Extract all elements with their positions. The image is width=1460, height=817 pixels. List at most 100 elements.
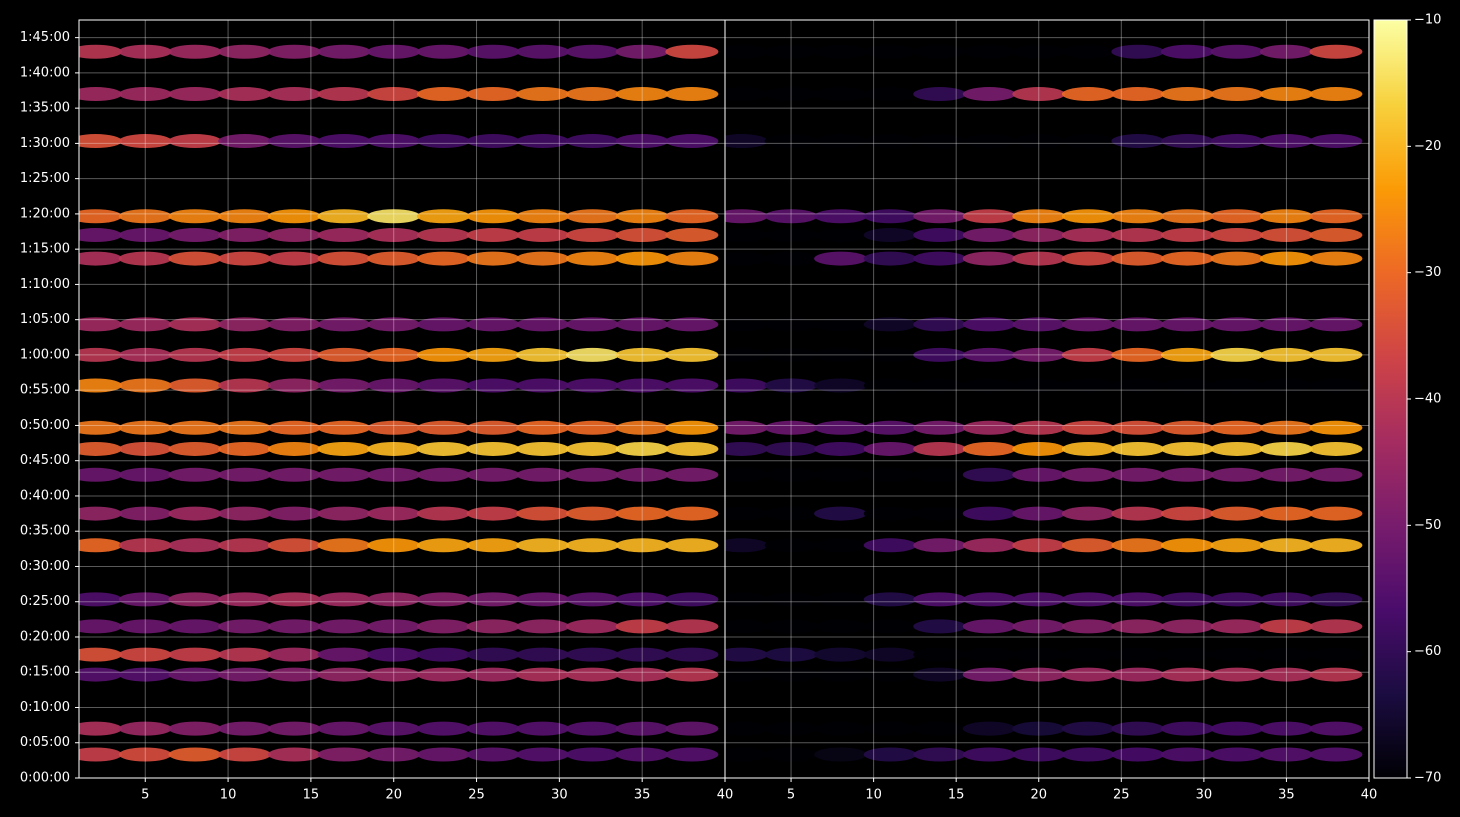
colorbar [1373, 19, 1408, 779]
cell [168, 209, 222, 224]
cell [1061, 251, 1115, 266]
cell [615, 87, 669, 102]
cell [814, 209, 868, 224]
cell [218, 44, 272, 59]
cell [1260, 134, 1313, 149]
cell [168, 251, 222, 266]
cell [267, 209, 321, 224]
cell [615, 667, 669, 682]
x-tick-label: 40 [1361, 788, 1378, 803]
cell [1210, 747, 1264, 762]
y-tick-label: 1:05:00 [20, 312, 70, 327]
cell [218, 506, 272, 521]
cell [665, 667, 719, 682]
cell [168, 667, 222, 682]
cell [1260, 467, 1313, 482]
y-tick-label: 0:50:00 [20, 418, 70, 433]
cell [1260, 441, 1313, 456]
cell [863, 592, 917, 607]
colorbar-tick-label: −70 [1414, 771, 1441, 786]
cell [118, 467, 172, 482]
cell [725, 619, 768, 634]
cell [267, 378, 321, 393]
cell [615, 619, 669, 634]
cell [665, 209, 719, 224]
y-tick-label: 0:30:00 [20, 559, 70, 574]
x-tick-label: 10 [220, 788, 237, 803]
cell [863, 747, 917, 762]
cell [516, 420, 570, 435]
cell [317, 251, 371, 266]
cell [1210, 619, 1264, 634]
cell [962, 592, 1016, 607]
cell [1012, 592, 1066, 607]
cell [218, 667, 272, 682]
cell [1260, 667, 1313, 682]
cell [168, 317, 222, 332]
cell [725, 647, 768, 662]
cell [1160, 347, 1214, 362]
cell [565, 592, 619, 607]
cell [1111, 347, 1165, 362]
cell [764, 209, 818, 224]
cell [218, 317, 272, 332]
cell [516, 87, 570, 102]
cell [168, 647, 222, 662]
y-tick-label: 1:00:00 [20, 347, 70, 362]
cell [725, 317, 768, 332]
cell [565, 441, 619, 456]
cell [367, 378, 421, 393]
cell [367, 44, 421, 59]
cell [317, 619, 371, 634]
cell [466, 538, 520, 553]
cell [1210, 592, 1264, 607]
cell [466, 619, 520, 634]
cell [814, 538, 868, 553]
cell [79, 378, 123, 393]
cell [814, 441, 868, 456]
cell [416, 209, 470, 224]
colorbar-tick-label: −10 [1414, 13, 1441, 28]
cell [466, 441, 520, 456]
cell [1210, 87, 1264, 102]
cell [565, 317, 619, 332]
cell [1309, 228, 1363, 243]
cell [118, 134, 172, 149]
cell [913, 592, 967, 607]
cell [565, 747, 619, 762]
cell [317, 87, 371, 102]
cell [218, 467, 272, 482]
cell [79, 347, 123, 362]
cell [1210, 420, 1264, 435]
cell [367, 721, 421, 736]
x-tick-label: 10 [865, 788, 882, 803]
cell [913, 134, 967, 149]
colorbar-tick-label: −20 [1414, 139, 1441, 154]
cell [416, 467, 470, 482]
cell [466, 378, 520, 393]
cell [725, 747, 768, 762]
cell [367, 647, 421, 662]
cell [267, 44, 321, 59]
cell [367, 228, 421, 243]
cell [1061, 441, 1115, 456]
x-tick-label: 30 [1196, 788, 1213, 803]
cell [1210, 667, 1264, 682]
cell [1012, 747, 1066, 762]
cell [218, 747, 272, 762]
cell [416, 134, 470, 149]
cell [118, 87, 172, 102]
cell [1309, 251, 1363, 266]
cell [416, 441, 470, 456]
cell [962, 317, 1016, 332]
cell [1260, 592, 1313, 607]
cell [416, 44, 470, 59]
cell [665, 506, 719, 521]
cell [764, 420, 818, 435]
cell [814, 251, 868, 266]
cell [267, 538, 321, 553]
cell [267, 251, 321, 266]
cell [725, 134, 768, 149]
cell [1210, 228, 1264, 243]
x-tick-label: 40 [717, 788, 734, 803]
